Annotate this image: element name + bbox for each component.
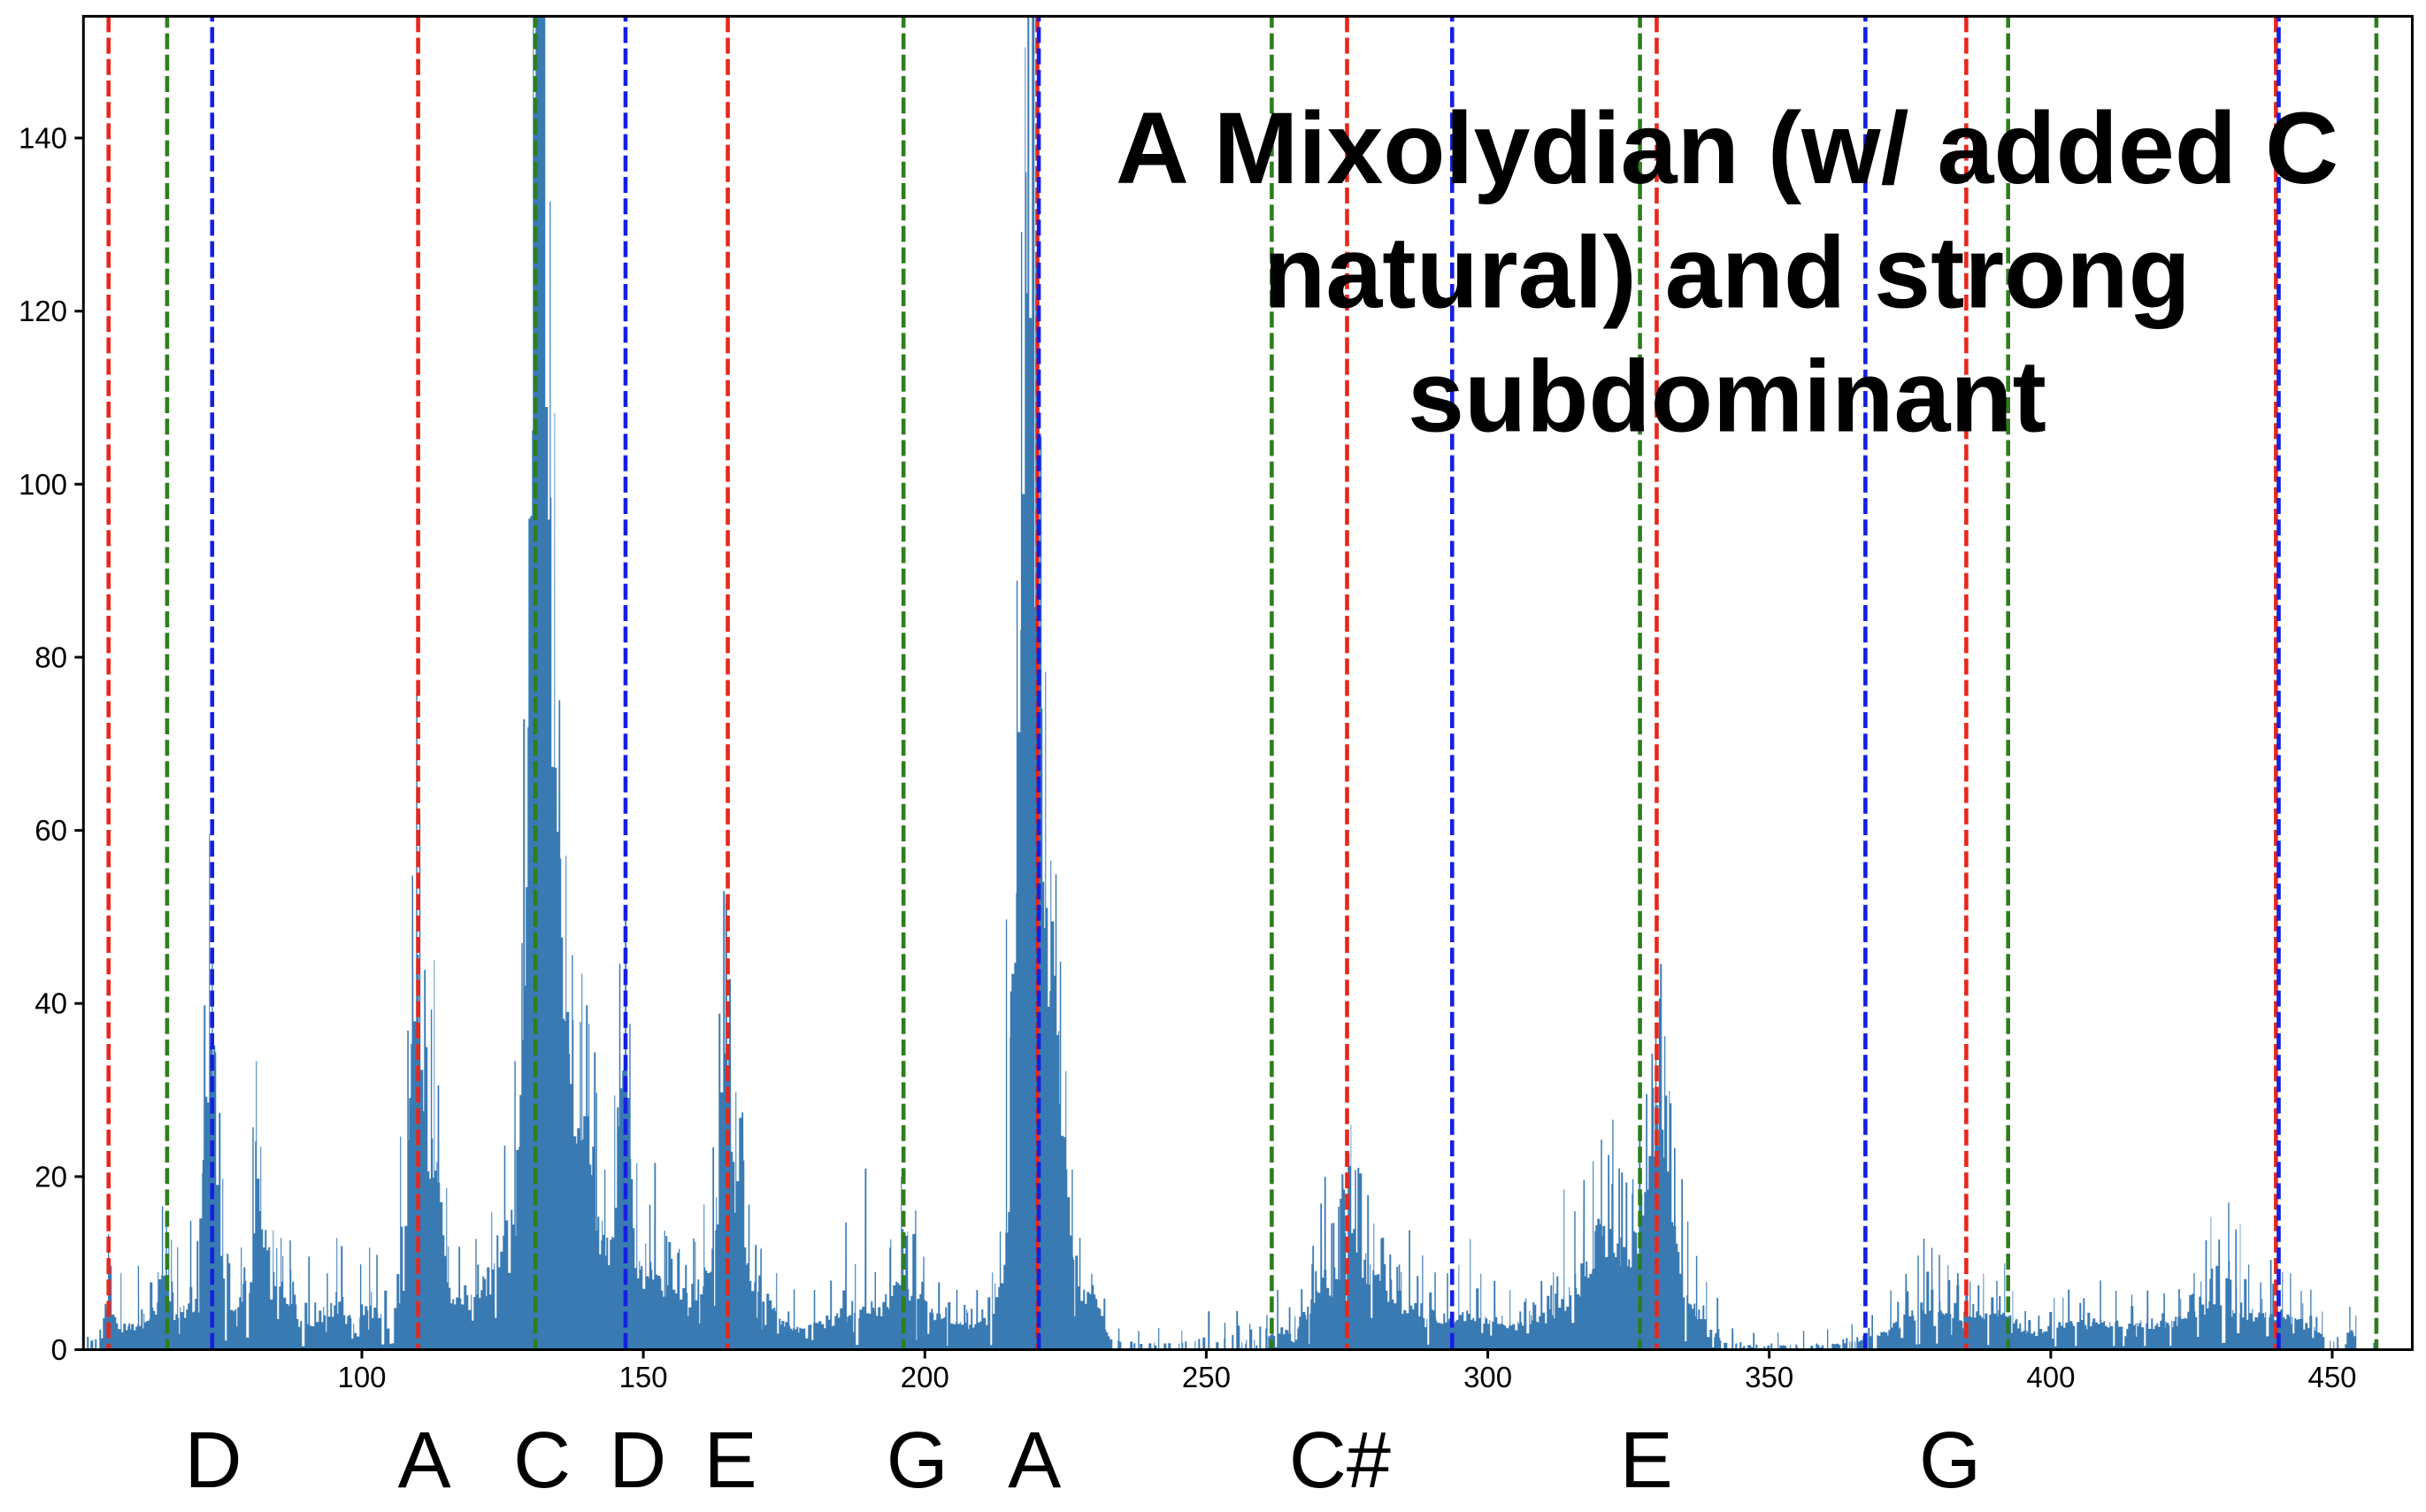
svg-text:0: 0 xyxy=(51,1333,67,1366)
svg-text:150: 150 xyxy=(619,1361,668,1393)
svg-text:C: C xyxy=(513,1416,571,1505)
svg-text:20: 20 xyxy=(35,1160,67,1193)
svg-text:60: 60 xyxy=(35,814,67,847)
svg-text:E: E xyxy=(704,1416,757,1505)
svg-text:40: 40 xyxy=(35,987,67,1020)
svg-text:D: D xyxy=(185,1416,242,1505)
svg-text:450: 450 xyxy=(2307,1361,2356,1393)
svg-text:D: D xyxy=(609,1416,666,1505)
svg-text:C#: C# xyxy=(1289,1416,1391,1505)
svg-text:350: 350 xyxy=(1745,1361,1793,1393)
svg-text:200: 200 xyxy=(901,1361,949,1393)
svg-text:subdominant: subdominant xyxy=(1408,341,2046,454)
svg-text:140: 140 xyxy=(19,122,67,155)
svg-text:A Mixolydian (w/ added C: A Mixolydian (w/ added C xyxy=(1116,92,2338,205)
svg-text:400: 400 xyxy=(2026,1361,2075,1393)
svg-text:100: 100 xyxy=(19,468,67,501)
svg-text:A: A xyxy=(1008,1416,1061,1505)
svg-text:G: G xyxy=(1919,1416,1981,1505)
svg-text:80: 80 xyxy=(35,641,67,673)
svg-text:120: 120 xyxy=(19,295,67,327)
svg-text:A: A xyxy=(398,1416,451,1505)
svg-text:100: 100 xyxy=(337,1361,386,1393)
svg-text:250: 250 xyxy=(1182,1361,1231,1393)
svg-text:G: G xyxy=(887,1416,948,1505)
svg-text:E: E xyxy=(1620,1416,1673,1505)
svg-text:300: 300 xyxy=(1463,1361,1512,1393)
svg-text:natural) and strong: natural) and strong xyxy=(1263,217,2191,330)
